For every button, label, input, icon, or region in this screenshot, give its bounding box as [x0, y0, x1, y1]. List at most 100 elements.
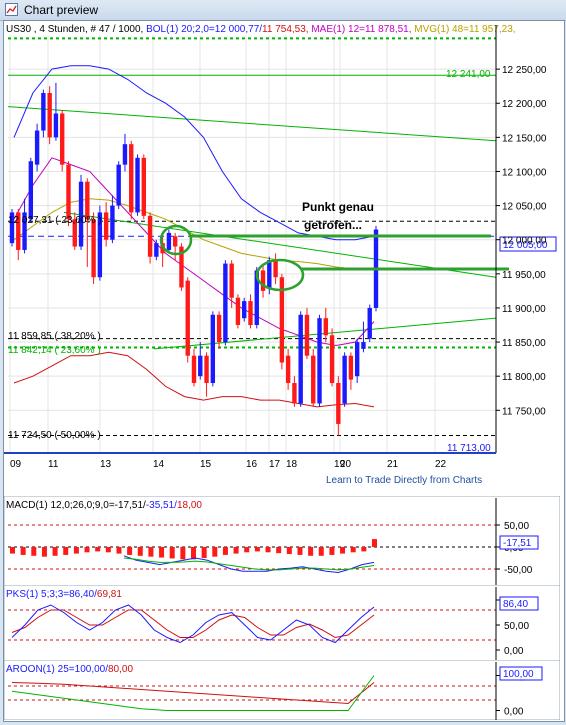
- macd-hist-bar: [31, 547, 37, 556]
- candle-down: [179, 246, 184, 288]
- macd-hist-bar: [137, 547, 143, 556]
- macd-value-label: -17,51: [503, 538, 532, 549]
- macd-value-box: [499, 535, 539, 550]
- x-tick-label: 11: [48, 459, 59, 470]
- macd-hist-bar: [148, 547, 154, 557]
- x-tick-label: 19: [334, 459, 346, 470]
- pks-main-line: [11, 604, 375, 644]
- macd-signal-line: [123, 557, 375, 571]
- macd-header-main: MACD(1) 12,0;26,0;9,0=-17,51/: [6, 500, 146, 511]
- y-tick-label: 50,00: [504, 521, 529, 532]
- macd-chart[interactable]: MACD(1) 12,0;26,0;9,0=-17,51/-35,51/18,0…: [3, 495, 561, 587]
- candle-up: [22, 212, 27, 250]
- macd-hist-bar: [201, 547, 207, 558]
- pks-value-label: 86,40: [503, 599, 528, 610]
- y-tick-label: 11 900,00: [502, 304, 546, 315]
- fib-236-label: 12 027,31 ( 23,60% ): [8, 215, 101, 226]
- y-tick-label: 12 250,00: [502, 65, 547, 76]
- x-tick-label: 20: [340, 459, 352, 470]
- candle-down: [147, 215, 153, 257]
- macd-pane: MACD(1) 12,0;26,0;9,0=-17,51/-35,51/18,0…: [3, 495, 561, 587]
- candle-down: [216, 314, 222, 343]
- bol-label: BOL(1) 20;2,0=12 000,77/: [146, 24, 262, 35]
- candle-down: [260, 270, 266, 291]
- macd-hist-bar: [84, 547, 90, 553]
- y-tick-label: 0,00: [504, 707, 524, 718]
- y-tick-label: 12 050,00: [502, 202, 547, 213]
- macd-hist-bar: [329, 547, 335, 555]
- candle-down: [279, 277, 285, 363]
- candle-up: [97, 212, 103, 278]
- candle-up: [367, 307, 372, 339]
- macd-hist-bar: [105, 547, 111, 553]
- macd-header: MACD(1) 12,0;26,0;9,0=-17,51/-35,51/18,0…: [6, 500, 202, 511]
- x-tick-label: 09: [10, 459, 22, 470]
- macd-hist-bar: [244, 547, 250, 553]
- macd-header-hist: 18,00: [177, 500, 202, 511]
- candle-down: [323, 318, 328, 336]
- candle-up: [34, 130, 40, 165]
- x-tick-label: 14: [153, 459, 165, 470]
- candle-down: [304, 314, 310, 356]
- candle-down: [103, 212, 109, 240]
- candle-up: [166, 232, 172, 250]
- macd-hist-bar: [254, 547, 260, 552]
- macd-hist-bar: [233, 547, 239, 554]
- mae-label: MAE(1) 12=11 878,51,: [311, 24, 414, 35]
- candle-up: [9, 212, 15, 244]
- macd-hist-bar: [212, 547, 218, 557]
- candle-down: [273, 260, 278, 278]
- level-12241-label: 12 241,00: [446, 69, 491, 80]
- chart-app-icon: [5, 3, 18, 16]
- candle-down: [129, 144, 134, 213]
- pks-chart[interactable]: PKS(1) 5;3;3=86,40/69,81 100,0050,000,00…: [3, 584, 561, 662]
- price-chart[interactable]: Punkt genau getrofen... US30 , 4 Stunden…: [4, 21, 560, 491]
- pks-value-box: [499, 596, 539, 611]
- x-tick-label: 15: [200, 459, 212, 470]
- fib-382-label: 11 859,85 ( 38,20% ): [8, 331, 101, 342]
- trendline-mid: [63, 211, 497, 278]
- macd-hist-bar: [286, 547, 292, 555]
- candle-down: [191, 355, 197, 383]
- macd-hist-bar: [350, 547, 356, 553]
- bollinger-lower-line: [13, 351, 375, 408]
- candle-up: [122, 144, 128, 165]
- x-tick-label: 16: [246, 459, 258, 470]
- macd-header-signal: -35,51/: [146, 500, 177, 511]
- aroon-up-line: [11, 675, 375, 711]
- candle-down: [16, 212, 21, 250]
- x-tick-label: 13: [100, 459, 112, 470]
- candle-up: [210, 314, 216, 383]
- candle-up: [28, 161, 34, 220]
- pks-header-signal: 69,81: [97, 589, 122, 600]
- candle-up: [361, 342, 366, 349]
- candle-up: [41, 93, 46, 131]
- macd-hist-bar: [265, 547, 271, 553]
- candle-down: [311, 355, 316, 404]
- annotation-line1: Punkt genau: [302, 200, 374, 214]
- macd-hist-bar: [372, 539, 377, 547]
- annotation-line2: getrofen...: [304, 218, 362, 232]
- y-tick-label: -50,00: [504, 565, 533, 576]
- candle-up: [135, 157, 140, 213]
- y-tick-label: 12 000,00: [502, 236, 547, 247]
- candle-up: [223, 263, 228, 343]
- aroon-pane: AROON(1) 25=100,00/80,00 100,000,00 100,…: [3, 659, 561, 721]
- aroon-chart[interactable]: AROON(1) 25=100,00/80,00 100,000,00 100,…: [3, 659, 561, 721]
- candle-down: [172, 236, 178, 247]
- candle-up: [354, 342, 360, 377]
- candle-down: [47, 93, 52, 138]
- candle-down: [229, 263, 234, 298]
- candle-up: [198, 355, 203, 377]
- aroon-value-box: [499, 666, 543, 681]
- learn-link[interactable]: Learn to Trade Directly from Charts: [326, 475, 482, 486]
- candle-down: [60, 113, 65, 165]
- chart-frame: Punkt genau getrofen... US30 , 4 Stunden…: [3, 20, 565, 722]
- macd-hist-bar: [20, 547, 26, 555]
- candle-down: [72, 219, 77, 247]
- macd-hist-bar: [308, 547, 314, 556]
- macd-hist-bar: [276, 547, 282, 554]
- macd-hist-bar: [63, 547, 69, 555]
- candle-up: [342, 355, 347, 404]
- candle-up: [78, 181, 84, 247]
